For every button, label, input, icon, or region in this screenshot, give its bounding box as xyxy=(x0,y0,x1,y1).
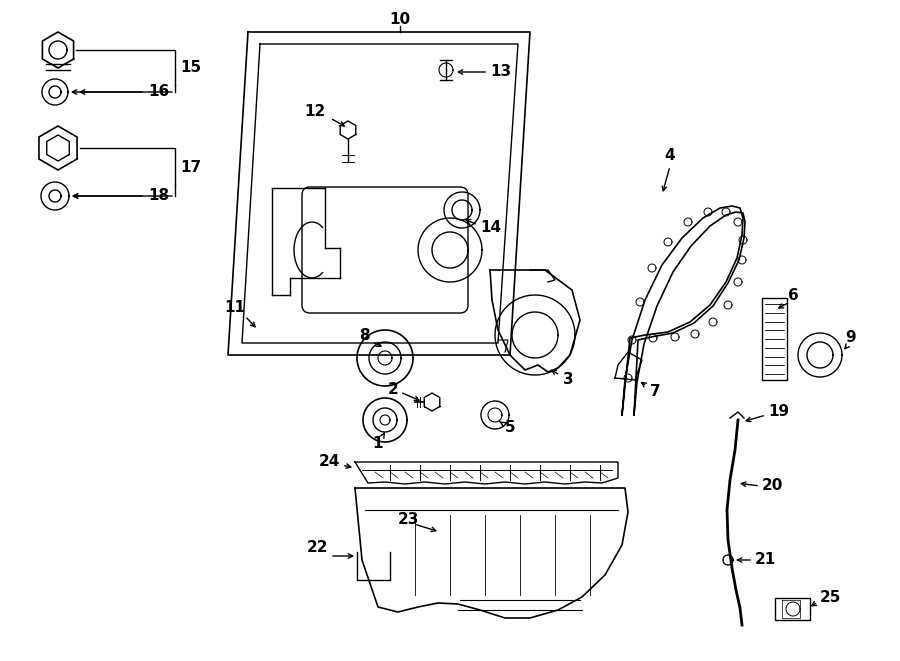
Text: 25: 25 xyxy=(820,590,842,605)
Text: 6: 6 xyxy=(788,288,799,303)
Text: 11: 11 xyxy=(224,301,246,315)
Text: 12: 12 xyxy=(304,104,326,120)
Text: 16: 16 xyxy=(148,85,169,100)
Text: 14: 14 xyxy=(480,221,501,235)
Text: 13: 13 xyxy=(490,65,511,79)
Text: 21: 21 xyxy=(755,553,776,568)
Text: 20: 20 xyxy=(762,479,783,494)
Text: 5: 5 xyxy=(500,420,516,436)
Text: 8: 8 xyxy=(359,327,369,342)
Text: 9: 9 xyxy=(845,330,856,346)
Text: 7: 7 xyxy=(642,383,661,399)
Text: 10: 10 xyxy=(390,13,410,28)
Text: 23: 23 xyxy=(398,512,419,527)
Text: 24: 24 xyxy=(319,455,340,469)
Text: 1: 1 xyxy=(373,433,384,451)
Text: 2: 2 xyxy=(388,383,399,397)
Bar xyxy=(762,298,787,380)
Text: 4: 4 xyxy=(665,147,675,163)
Text: 15: 15 xyxy=(180,61,201,75)
Text: 19: 19 xyxy=(768,405,789,420)
Text: 3: 3 xyxy=(552,370,573,387)
Bar xyxy=(775,598,810,620)
Text: 17: 17 xyxy=(180,159,201,175)
Text: 18: 18 xyxy=(148,188,169,204)
Text: 22: 22 xyxy=(307,541,328,555)
